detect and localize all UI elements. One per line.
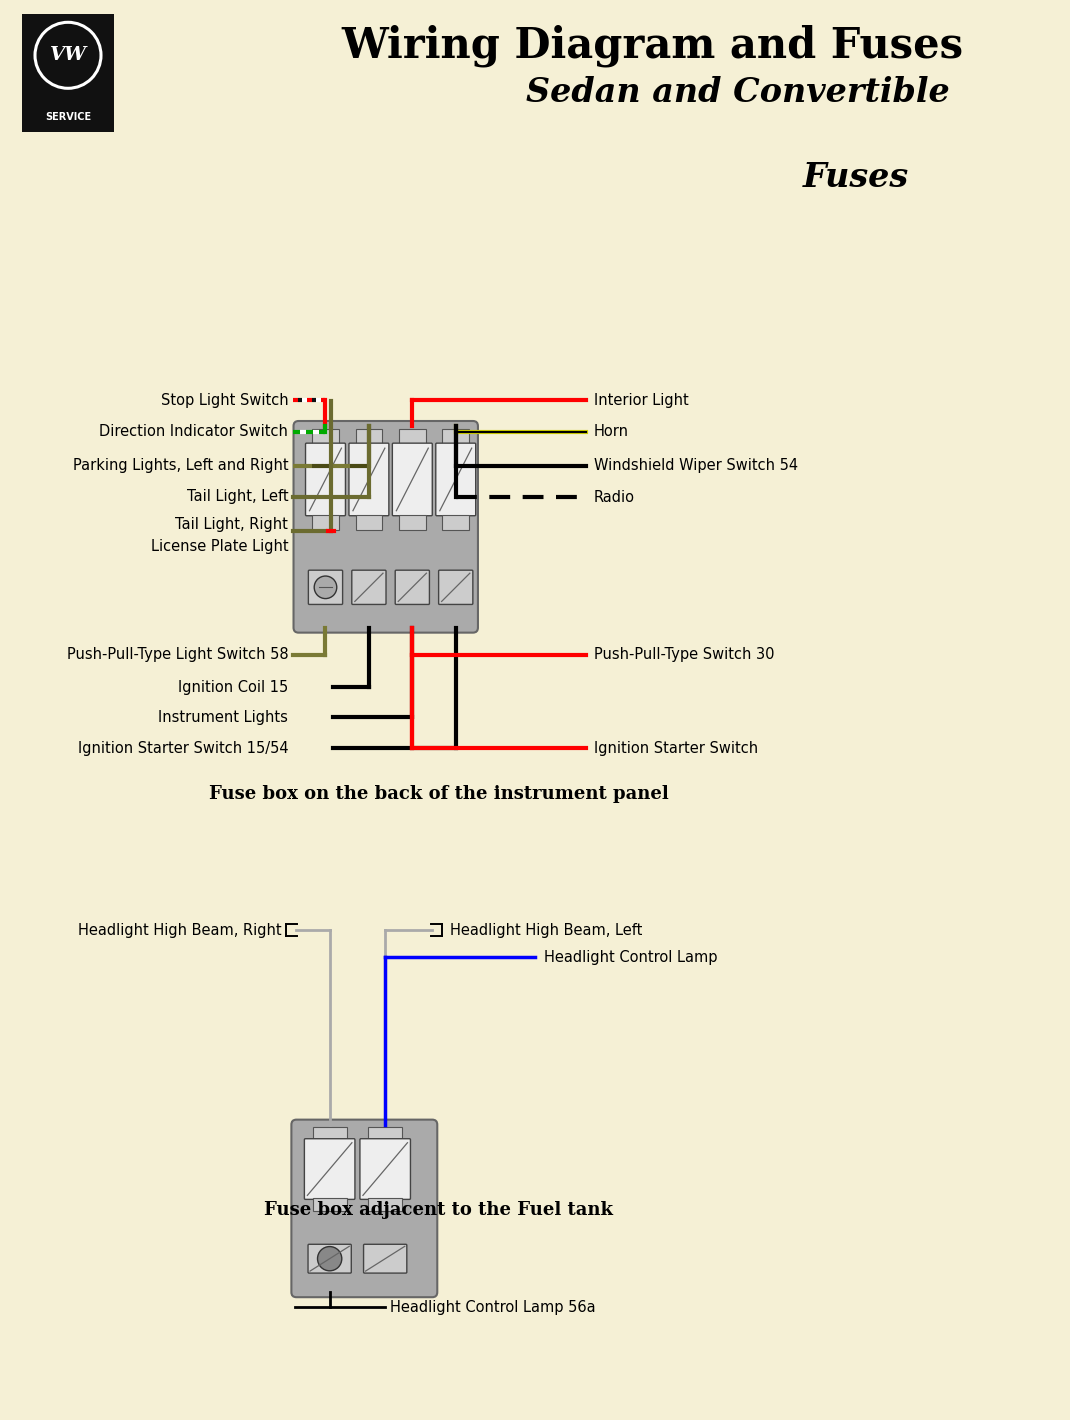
Bar [312, 1198, 347, 1211]
Text: Ignition Starter Switch 15/54: Ignition Starter Switch 15/54 [77, 741, 288, 755]
Text: Sedan and Convertible: Sedan and Convertible [526, 75, 950, 109]
Text: Horn: Horn [594, 425, 629, 439]
Bar [443, 429, 469, 444]
Text: Windshield Wiper Switch 54: Windshield Wiper Switch 54 [594, 459, 798, 473]
FancyBboxPatch shape [352, 571, 386, 605]
Text: SERVICE: SERVICE [45, 112, 91, 122]
Bar [312, 1127, 347, 1140]
Text: Headlight High Beam, Left: Headlight High Beam, Left [450, 923, 643, 937]
Text: Fuse box on the back of the instrument panel: Fuse box on the back of the instrument p… [209, 785, 669, 802]
FancyBboxPatch shape [304, 1139, 355, 1200]
Text: Direction Indicator Switch: Direction Indicator Switch [100, 425, 288, 439]
FancyBboxPatch shape [293, 420, 478, 633]
Text: License Plate Light: License Plate Light [151, 538, 288, 554]
Text: Push-Pull-Type Light Switch 58: Push-Pull-Type Light Switch 58 [66, 648, 288, 662]
Bar [355, 429, 382, 444]
FancyBboxPatch shape [439, 571, 473, 605]
Circle shape [35, 23, 101, 88]
Text: Radio: Radio [594, 490, 635, 504]
FancyBboxPatch shape [349, 443, 388, 515]
Text: Fuses: Fuses [802, 160, 910, 195]
Text: Headlight Control Lamp: Headlight Control Lamp [544, 950, 717, 964]
Text: Push-Pull-Type Switch 30: Push-Pull-Type Switch 30 [594, 648, 775, 662]
Text: Headlight High Beam, Right: Headlight High Beam, Right [78, 923, 281, 937]
Bar [368, 1198, 402, 1211]
Bar [399, 429, 426, 444]
FancyBboxPatch shape [308, 1244, 351, 1274]
FancyBboxPatch shape [435, 443, 476, 515]
FancyBboxPatch shape [291, 1119, 438, 1298]
Text: VW: VW [49, 47, 87, 64]
Text: Ignition Starter Switch: Ignition Starter Switch [594, 741, 758, 755]
Text: Headlight Control Lamp 56a: Headlight Control Lamp 56a [389, 1299, 595, 1315]
FancyBboxPatch shape [308, 571, 342, 605]
Text: Stop Light Switch: Stop Light Switch [160, 393, 288, 408]
Bar [355, 514, 382, 530]
Circle shape [318, 1247, 341, 1271]
FancyBboxPatch shape [393, 443, 432, 515]
Circle shape [315, 577, 337, 599]
Text: Fuse box adjacent to the Fuel tank: Fuse box adjacent to the Fuel tank [264, 1201, 613, 1218]
FancyBboxPatch shape [306, 443, 346, 515]
Bar [312, 429, 339, 444]
Text: Tail Light, Right: Tail Light, Right [175, 517, 288, 531]
Bar [368, 1127, 402, 1140]
FancyBboxPatch shape [364, 1244, 407, 1274]
FancyBboxPatch shape [395, 571, 429, 605]
Text: Parking Lights, Left and Right: Parking Lights, Left and Right [73, 459, 288, 473]
Text: Instrument Lights: Instrument Lights [158, 710, 288, 724]
Bar [443, 514, 469, 530]
Bar [399, 514, 426, 530]
Text: Tail Light, Left: Tail Light, Left [186, 490, 288, 504]
Text: Interior Light: Interior Light [594, 393, 689, 408]
Text: Wiring Diagram and Fuses: Wiring Diagram and Fuses [341, 24, 964, 67]
Text: Ignition Coil 15: Ignition Coil 15 [178, 680, 288, 694]
Bar [22, 14, 114, 132]
FancyBboxPatch shape [360, 1139, 411, 1200]
Bar [312, 514, 339, 530]
